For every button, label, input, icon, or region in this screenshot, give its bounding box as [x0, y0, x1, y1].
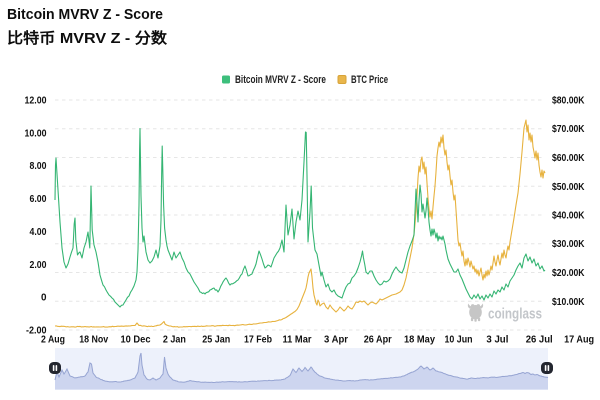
svg-text:$10.00K: $10.00K: [552, 297, 585, 308]
svg-text:10.00: 10.00: [25, 128, 47, 139]
svg-text:25 Jan: 25 Jan: [202, 335, 230, 346]
svg-text:$20.00K: $20.00K: [552, 268, 585, 279]
svg-text:18 Nov: 18 Nov: [79, 335, 108, 346]
svg-text:$50.00K: $50.00K: [552, 182, 585, 193]
svg-text:coinglass: coinglass: [488, 306, 542, 323]
svg-text:4.00: 4.00: [30, 227, 47, 238]
svg-text:17 Aug: 17 Aug: [564, 335, 594, 346]
svg-text:12.00: 12.00: [25, 96, 47, 107]
svg-text:$30.00K: $30.00K: [552, 239, 585, 250]
svg-text:10 Jun: 10 Jun: [445, 335, 473, 346]
svg-text:6.00: 6.00: [30, 194, 47, 205]
svg-text:2.00: 2.00: [30, 260, 47, 271]
svg-text:18 May: 18 May: [404, 335, 435, 346]
svg-text:3 Jul: 3 Jul: [486, 335, 508, 346]
svg-text:$70.00K: $70.00K: [552, 124, 585, 135]
svg-text:Bitcoin MVRV Z - Score: Bitcoin MVRV Z - Score: [235, 74, 326, 86]
svg-text:26 Jul: 26 Jul: [526, 335, 553, 346]
svg-text:2 Aug: 2 Aug: [41, 335, 65, 346]
svg-text:2 Jan: 2 Jan: [163, 335, 186, 346]
svg-text:26 Apr: 26 Apr: [364, 335, 392, 346]
svg-text:$40.00K: $40.00K: [552, 211, 585, 222]
svg-text:3 Apr: 3 Apr: [324, 335, 348, 346]
svg-text:BTC Price: BTC Price: [351, 74, 388, 86]
svg-text:8.00: 8.00: [30, 161, 47, 172]
svg-text:Bitcoin MVRV Z - Score: Bitcoin MVRV Z - Score: [7, 6, 163, 23]
svg-text:$60.00K: $60.00K: [552, 153, 585, 164]
svg-text:11 Mar: 11 Mar: [283, 335, 312, 346]
svg-text:10 Dec: 10 Dec: [121, 335, 151, 346]
svg-text:$80.00K: $80.00K: [552, 96, 585, 107]
svg-text:0: 0: [41, 293, 47, 304]
svg-text:比特币 MVRV Z - 分数: 比特币 MVRV Z - 分数: [7, 29, 168, 47]
svg-text:-2.00: -2.00: [26, 326, 47, 337]
svg-text:17 Feb: 17 Feb: [244, 335, 272, 346]
